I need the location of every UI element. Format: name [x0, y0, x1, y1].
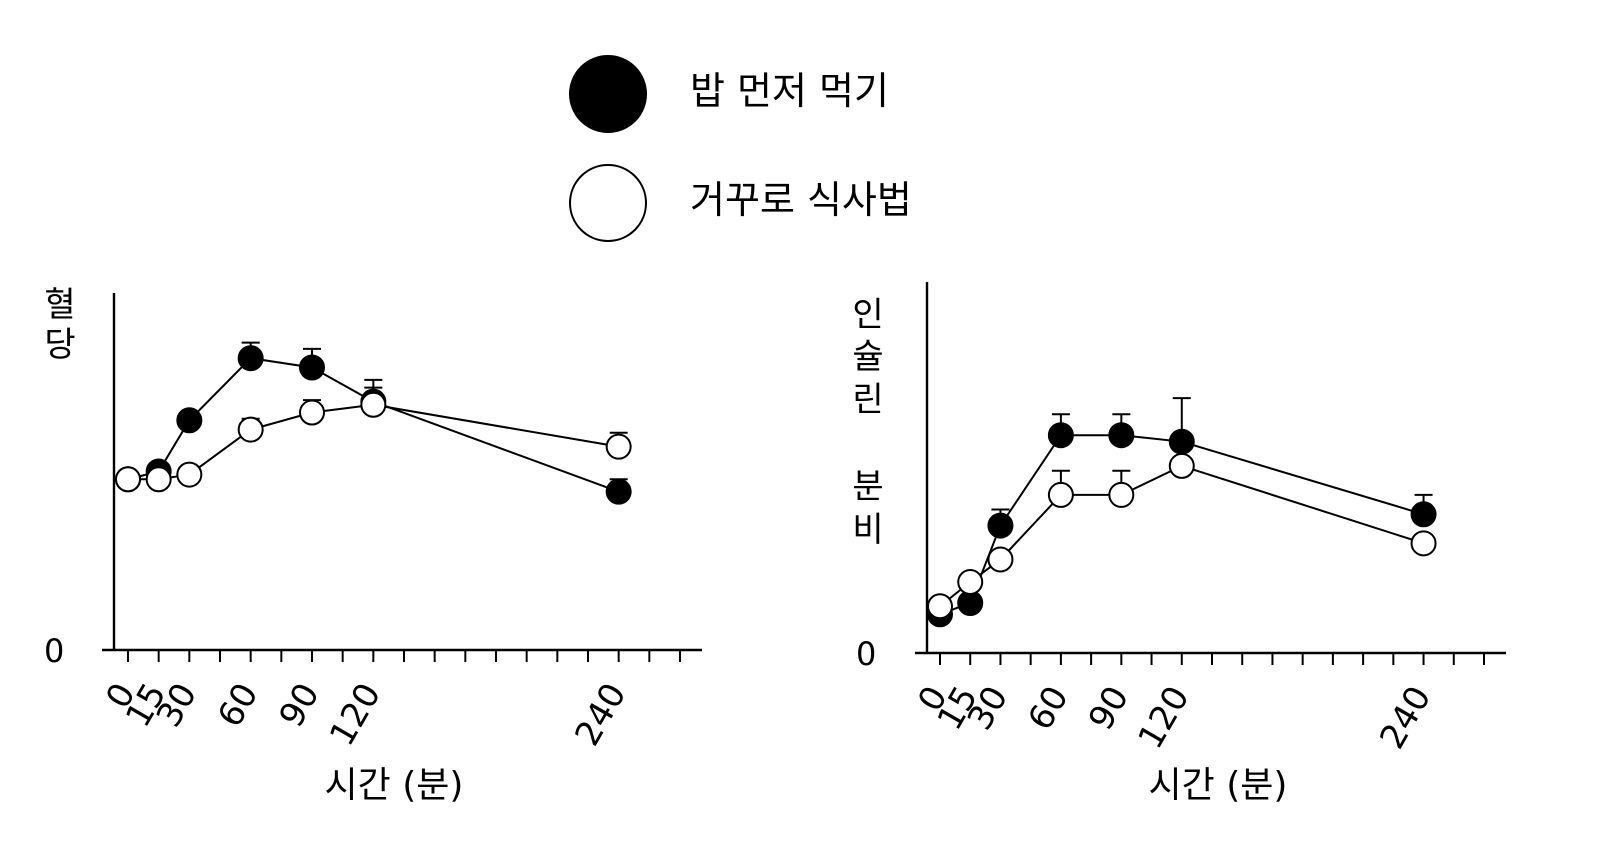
blood-glucose-x-tick-label: 90: [272, 677, 328, 734]
blood-glucose-point-open: [176, 461, 203, 488]
blood-glucose-point-open: [360, 391, 387, 418]
insulin-secretion-point-filled: [1410, 501, 1437, 528]
insulin-secretion-point-filled: [987, 512, 1014, 539]
blood-glucose-x-tick-label: 120: [322, 677, 389, 753]
blood-glucose-y-tick-0: 0: [44, 632, 64, 670]
insulin-secretion-point-open: [1168, 452, 1195, 479]
insulin-secretion-x-ticks: [939, 653, 1485, 665]
insulin-secretion-point-open: [957, 569, 984, 596]
blood-glucose-y-label-char: 혈: [44, 285, 75, 325]
insulin-secretion-x-label: 시간 (분): [1149, 765, 1288, 806]
blood-glucose-point-filled: [605, 478, 632, 505]
insulin-secretion-point-filled: [1108, 422, 1135, 449]
insulin-secretion-y-label-char: 린: [852, 380, 883, 420]
insulin-secretion-plot-area: [927, 397, 1437, 628]
legend-label-rice-first: 밥 먼저 먹기: [690, 69, 889, 113]
blood-glucose-point-filled: [237, 345, 264, 372]
insulin-secretion-y-label-char: 슐: [852, 337, 883, 377]
blood-glucose-x-tick-label: 240: [567, 677, 634, 753]
insulin-secretion-y-label-char: 비: [852, 510, 883, 550]
insulin-secretion-point-open: [1410, 530, 1437, 557]
blood-glucose-x-ticks: [127, 650, 681, 662]
blood-glucose-x-tick-label: 60: [210, 677, 266, 734]
insulin-secretion-x-tick-label: 240: [1372, 680, 1439, 756]
legend-marker-open: [569, 164, 647, 242]
insulin-secretion-point-filled: [1168, 428, 1195, 455]
insulin-secretion-x-tick-label: 90: [1081, 680, 1137, 737]
blood-glucose-point-open: [605, 433, 632, 460]
blood-glucose-y-label: 혈당: [44, 285, 75, 365]
legend-label-reverse-order: 거꾸로 식사법: [690, 178, 912, 222]
insulin-secretion-point-open: [1108, 481, 1135, 508]
blood-glucose-point-filled: [299, 354, 325, 381]
blood-glucose-plot-area: [115, 341, 632, 505]
insulin-secretion-x-tick-label: 60: [1020, 680, 1076, 737]
legend-marker-filled: [569, 55, 647, 133]
legend: 밥 먼저 먹기 거꾸로 식사법: [569, 55, 912, 242]
insulin-secretion-y-tick-0: 0: [856, 635, 876, 673]
insulin-secretion-point-open: [987, 546, 1014, 573]
insulin-secretion-x-tick-label: 120: [1130, 680, 1197, 756]
insulin-secretion-point-open: [1047, 481, 1074, 508]
blood-glucose-point-open: [115, 466, 141, 493]
insulin-secretion-y-label-char: 분: [852, 467, 883, 507]
blood-glucose-y-label-char: 당: [44, 325, 75, 365]
insulin-secretion-point-filled: [1047, 422, 1074, 449]
blood-glucose-point-open: [237, 416, 264, 443]
blood-glucose-point-open: [299, 399, 325, 426]
blood-glucose-point-open: [145, 466, 172, 493]
blood-glucose-x-label: 시간 (분): [325, 765, 464, 806]
insulin-secretion-series-line-open: [939, 464, 1424, 608]
blood-glucose-point-filled: [176, 407, 203, 434]
insulin-secretion-point-open: [927, 593, 953, 620]
insulin-secretion-y-label-char: 인: [852, 295, 883, 335]
